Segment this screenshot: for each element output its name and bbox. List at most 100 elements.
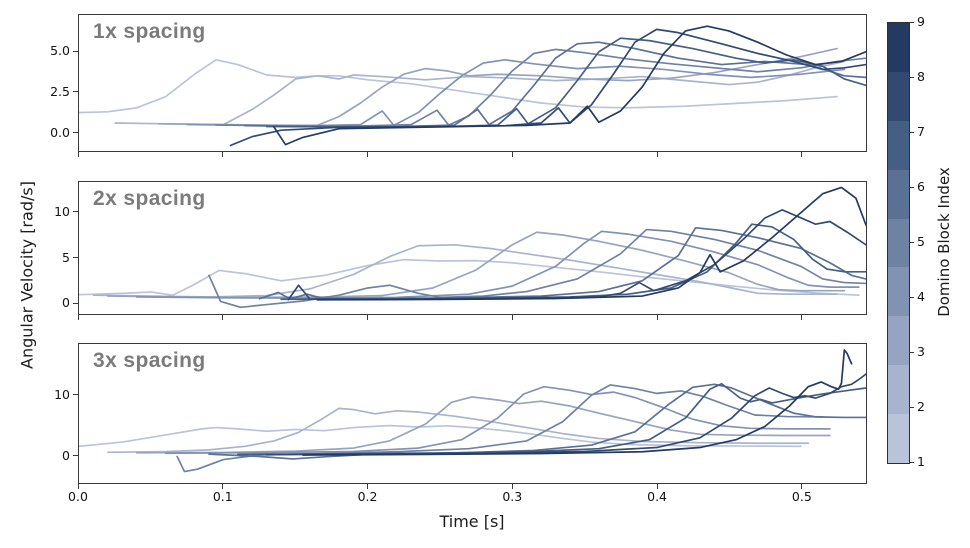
series-block-8 [229,28,866,147]
line-chart-2x [79,186,866,309]
x-tick [222,152,224,157]
x-tick [367,484,369,489]
series-block-2 [107,407,810,454]
y-tick [73,91,78,93]
x-tick [656,315,658,320]
x-tick [801,315,803,320]
y-tick [73,211,78,213]
y-tick-label: 5 [62,249,70,265]
series-block-5 [176,384,824,473]
series-block-9 [301,349,853,456]
y-tick-label: 0 [62,295,70,311]
series-block-3 [107,231,846,299]
colorbar-tick-label: 2 [917,399,925,414]
x-tick-label: 0.0 [68,489,88,504]
colorbar-segment-3 [888,316,909,366]
x-tick [801,484,803,489]
y-tick [73,455,78,457]
colorbar-tick [909,241,914,243]
series-block-6 [258,226,866,300]
series-block-4 [186,59,846,127]
x-tick [367,152,369,157]
y-tick-label: 0 [62,447,70,463]
x-tick [511,152,513,157]
colorbar-segment-4 [888,267,909,317]
colorbar-segment-8 [888,71,909,121]
colorbar-segment-6 [888,169,909,219]
x-tick [801,152,803,157]
subplot-3x-spacing: 3x spacing [78,343,867,484]
colorbar-tick [909,351,914,353]
colorbar-segment-7 [888,120,909,170]
x-tick [222,484,224,489]
x-tick-label: 0.2 [357,489,378,504]
colorbar [887,22,910,464]
x-tick [511,484,513,489]
colorbar-tick-label: 3 [917,344,925,359]
colorbar-label: Domino Block Index [935,167,953,317]
colorbar-tick [909,406,914,408]
subplot-title-2x: 2x spacing [93,187,206,210]
colorbar-tick-label: 1 [917,454,925,469]
series-block-6 [244,41,866,128]
subplot-title-3x: 3x spacing [93,349,206,372]
x-tick-label: 0.4 [647,489,668,504]
y-tick [73,257,78,259]
series-block-8 [265,373,866,456]
subplot-title-1x: 1x spacing [93,20,206,43]
colorbar-tick-label: 4 [917,289,925,304]
y-tick [73,394,78,396]
y-tick [73,302,78,304]
series-block-3 [135,396,831,454]
series-block-8 [287,209,866,301]
colorbar-tick [909,186,914,188]
y-tick-label: 5.0 [50,43,70,59]
series-block-5 [208,228,866,309]
x-tick [511,315,513,320]
x-tick-label: 0.5 [791,489,812,504]
line-chart-3x [79,349,866,473]
colorbar-segment-9 [888,23,909,72]
x-tick [77,152,79,157]
x-tick-label: 0.1 [212,489,233,504]
y-tick-label: 2.5 [50,83,70,99]
x-tick [656,152,658,157]
colorbar-segment-1 [888,414,909,464]
x-axis-label: Time [s] [439,512,505,531]
y-tick-label: 10 [54,203,70,219]
x-tick [77,315,79,320]
x-tick-label: 0.3 [502,489,523,504]
y-tick-label: 0.0 [50,124,70,140]
y-tick [73,50,78,52]
line-chart-1x [79,25,866,147]
series-block-2 [114,60,846,126]
colorbar-tick-label: 7 [917,124,925,139]
colorbar-tick [909,21,914,23]
x-tick [656,484,658,489]
series-block-4 [135,230,860,299]
series-block-6 [208,383,866,460]
x-tick [367,315,369,320]
x-tick [222,315,224,320]
series-block-4 [164,385,831,455]
series-block-5 [215,48,866,128]
x-tick [77,484,79,489]
colorbar-tick-label: 9 [917,14,925,29]
y-tick-label: 10 [54,386,70,402]
y-tick [73,132,78,134]
series-block-9 [316,186,866,301]
colorbar-tick [909,461,914,463]
colorbar-tick [909,131,914,133]
series-block-1 [79,59,838,114]
colorbar-segment-5 [888,218,909,268]
colorbar-tick-label: 8 [917,69,925,84]
series-block-1 [79,424,802,448]
colorbar-tick-label: 6 [917,179,925,194]
colorbar-segment-2 [888,365,909,415]
subplot-1x-spacing: 1x spacing [78,14,867,152]
colorbar-tick [909,296,914,298]
colorbar-tick [909,76,914,78]
series-block-9 [273,25,866,146]
colorbar-tick-label: 5 [917,234,925,249]
